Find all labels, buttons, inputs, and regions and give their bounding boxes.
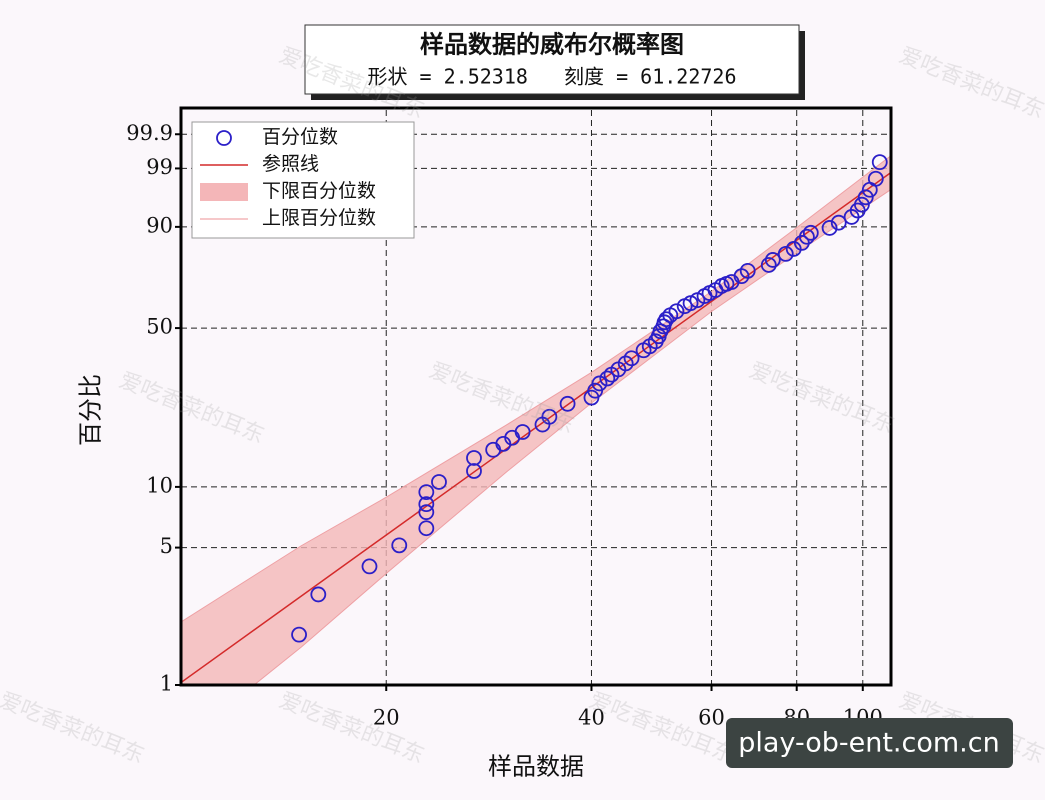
data-point xyxy=(431,474,447,490)
legend-label: 上限百分位数 xyxy=(262,207,376,229)
data-point xyxy=(871,154,888,171)
data-point xyxy=(777,245,794,262)
chart-title: 样品数据的威布尔概率图 xyxy=(420,30,684,59)
data-point xyxy=(559,395,576,412)
data-point xyxy=(623,350,640,367)
x-tick-label: 40 xyxy=(578,706,605,730)
data-point xyxy=(310,586,327,603)
y-tick-label: 99 xyxy=(146,155,173,179)
source-label: play-ob-ent.com.cn xyxy=(738,728,999,759)
plot-frame xyxy=(179,106,893,687)
data-point xyxy=(466,450,482,466)
data-point xyxy=(418,520,435,537)
chart-subtitle: 形状 = 2.52318 刻度 = 61.22726 xyxy=(368,65,737,89)
data-point xyxy=(802,224,819,241)
legend-label: 参照线 xyxy=(262,153,319,175)
data-point xyxy=(391,537,408,554)
legend-label: 下限百分位数 xyxy=(262,180,376,202)
data-point xyxy=(682,295,699,312)
data-point xyxy=(798,228,815,245)
data-point xyxy=(514,424,531,440)
data-point xyxy=(541,408,558,425)
y-tick-label: 1 xyxy=(160,672,173,696)
y-tick-label: 10 xyxy=(146,473,173,497)
y-tick-label: 99.9 xyxy=(126,121,173,145)
legend-symbol xyxy=(216,130,232,146)
legend-label: 百分位数 xyxy=(262,126,338,148)
band-edge xyxy=(181,155,891,623)
data-point xyxy=(291,626,307,643)
data-point xyxy=(418,504,435,521)
title-box xyxy=(304,24,800,95)
data-point xyxy=(658,311,675,328)
watermark: 爱吃香菜的耳东 xyxy=(746,358,898,439)
x-tick-label: 60 xyxy=(698,706,725,730)
x-tick-label: 20 xyxy=(373,706,400,730)
data-point xyxy=(739,262,756,279)
legend-symbol xyxy=(200,183,248,201)
data-point xyxy=(668,303,685,320)
watermark: 爱吃香菜的耳东 xyxy=(116,368,268,449)
watermark: 爱吃香菜的耳东 xyxy=(276,688,428,769)
watermark: 爱吃香菜的耳东 xyxy=(896,43,1045,124)
y-axis-label: 百分比 xyxy=(77,374,105,446)
data-point xyxy=(821,220,838,236)
source-box xyxy=(726,718,1013,768)
data-point xyxy=(760,257,777,273)
data-point xyxy=(599,370,616,387)
data-point xyxy=(867,170,884,187)
data-point xyxy=(591,375,608,392)
data-point xyxy=(857,189,874,206)
x-axis-label: 样品数据 xyxy=(488,753,584,781)
data-point xyxy=(853,196,870,213)
y-tick-label: 90 xyxy=(146,213,173,237)
y-tick-label: 50 xyxy=(146,315,173,339)
watermark: 爱吃香菜的耳东 xyxy=(0,688,148,769)
data-point xyxy=(418,484,435,501)
data-point xyxy=(418,496,435,513)
data-point xyxy=(466,463,482,479)
data-point xyxy=(361,558,378,575)
band-edge xyxy=(253,189,891,685)
data-point xyxy=(764,252,781,268)
confidence-band xyxy=(181,155,891,685)
y-tick-label: 5 xyxy=(160,534,173,558)
data-point xyxy=(830,214,847,231)
